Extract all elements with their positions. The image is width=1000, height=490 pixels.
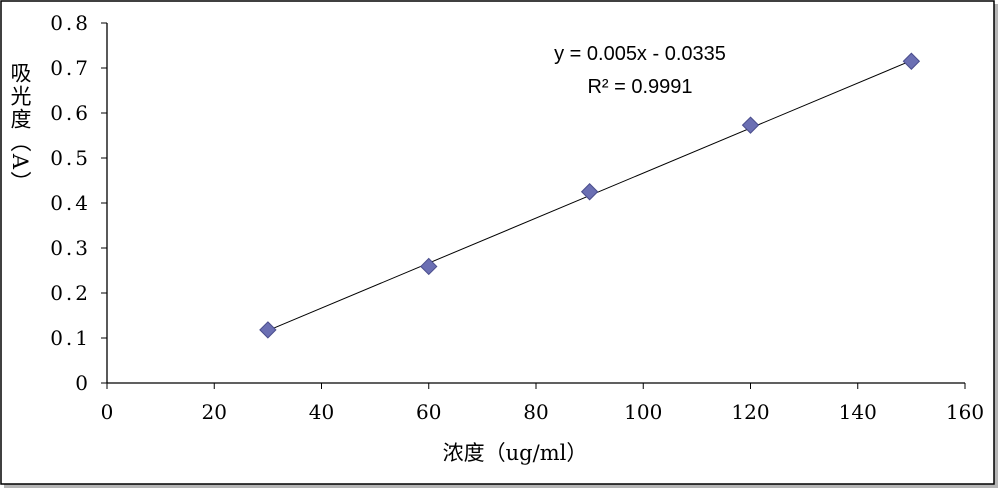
data-points — [259, 52, 921, 339]
y-axis-label: 吸光度（A） — [8, 62, 32, 194]
x-axis-label: 浓度（ug/ml） — [443, 441, 588, 465]
x-tick-label: 100 — [624, 400, 662, 424]
y-tick-label: 0.2 — [50, 281, 91, 305]
data-point-diamond — [420, 257, 438, 276]
x-tick-label: 0 — [101, 400, 114, 424]
x-tick-label: 140 — [839, 400, 877, 424]
data-point-diamond — [902, 52, 921, 70]
x-axis-ticks: 0 20 40 60 80 100 120 140 160 — [101, 383, 984, 424]
x-tick-label: 160 — [946, 400, 984, 424]
trendline-r-squared: R² = 0.9991 — [587, 76, 692, 98]
x-tick-label: 80 — [523, 400, 548, 424]
y-tick-label: 0.4 — [50, 191, 91, 215]
y-tick-label: 0 — [75, 371, 91, 395]
x-tick-label: 40 — [309, 400, 334, 424]
y-axis-ticks: 0 0.1 0.2 0.3 0.4 0.5 0.6 0.7 0.8 — [50, 11, 107, 395]
y-tick-label: 0.8 — [50, 11, 91, 35]
trendline-equation: y = 0.005x - 0.0335 — [554, 43, 726, 65]
data-point-diamond — [580, 183, 599, 201]
y-tick-label: 0.5 — [50, 146, 91, 170]
data-point-diamond — [741, 116, 760, 134]
y-tick-label: 0.7 — [50, 56, 91, 80]
x-tick-label: 60 — [416, 400, 441, 424]
x-tick-label: 120 — [731, 400, 769, 424]
data-point-diamond — [259, 321, 277, 339]
y-tick-label: 0.1 — [50, 326, 91, 350]
x-tick-label: 20 — [202, 400, 227, 424]
y-tick-label: 0.6 — [50, 101, 91, 125]
y-tick-label: 0.3 — [50, 236, 91, 260]
